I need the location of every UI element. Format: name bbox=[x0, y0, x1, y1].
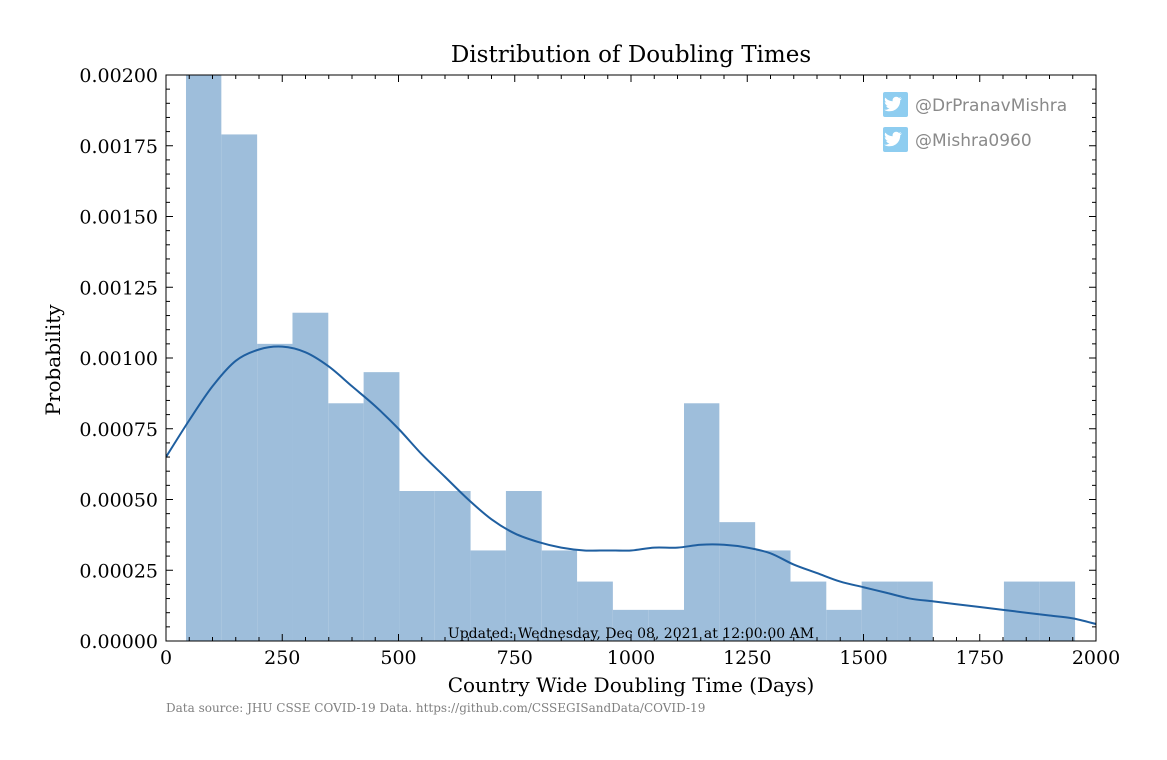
histogram-bar bbox=[363, 372, 400, 641]
handle-text: @DrPranavMishra bbox=[915, 96, 1067, 116]
y-tick-label: 0.00000 bbox=[79, 631, 158, 653]
kde-line bbox=[166, 345, 1096, 625]
x-tick-label: 0 bbox=[160, 647, 172, 669]
x-tick-label: 2000 bbox=[1072, 647, 1120, 669]
y-tick-label: 0.00100 bbox=[79, 348, 158, 370]
histogram-bar bbox=[185, 75, 222, 641]
histogram-bar bbox=[897, 581, 933, 641]
y-axis-label: Probability bbox=[41, 304, 65, 416]
twitter-icon bbox=[883, 127, 908, 152]
handle-2: @Mishra0960 bbox=[883, 127, 1032, 152]
y-tick-label: 0.00025 bbox=[79, 560, 158, 582]
handle-1: @DrPranavMishra bbox=[883, 92, 1067, 117]
histogram-bar bbox=[470, 550, 506, 641]
chart-title: Distribution of Doubling Times bbox=[451, 42, 811, 68]
histogram-bar bbox=[434, 491, 471, 641]
x-tick-label: 1250 bbox=[723, 647, 771, 669]
x-tick-label: 1500 bbox=[839, 647, 887, 669]
y-tick-label: 0.00075 bbox=[79, 419, 158, 441]
histogram-bar bbox=[399, 491, 435, 641]
twitter-icon bbox=[883, 92, 908, 117]
data-source-note: Data source: JHU CSSE COVID-19 Data. htt… bbox=[166, 701, 705, 715]
y-axis: 0.00000 0.00025 0.00050 0.00075 0.00100 0.001… bbox=[79, 65, 1096, 653]
histogram-bar bbox=[577, 581, 613, 641]
histogram-bar bbox=[790, 581, 827, 641]
x-tick-label: 1000 bbox=[607, 647, 655, 669]
histogram-bar bbox=[292, 312, 329, 641]
histogram-bars bbox=[185, 75, 1076, 641]
histogram-bar bbox=[648, 609, 685, 641]
y-tick-label: 0.00125 bbox=[79, 277, 158, 299]
handle-text: @Mishra0960 bbox=[915, 131, 1032, 151]
x-axis-label: Country Wide Doubling Time (Days) bbox=[448, 673, 815, 697]
updated-annotation: Updated: Wednesday, Dec 08, 2021 at 12:0… bbox=[448, 626, 814, 642]
histogram-bar bbox=[505, 491, 542, 641]
x-axis: 0 250 500 750 1000 1250 1500 1750 2000 bbox=[160, 75, 1120, 669]
histogram-bar bbox=[328, 403, 364, 641]
y-tick-label: 0.00150 bbox=[79, 207, 158, 229]
x-tick-label: 250 bbox=[264, 647, 300, 669]
histogram-bar bbox=[1039, 581, 1076, 641]
x-tick-label: 500 bbox=[380, 647, 416, 669]
histogram-bar bbox=[684, 403, 720, 641]
y-tick-label: 0.00050 bbox=[79, 490, 158, 512]
histogram-bar bbox=[755, 550, 791, 641]
y-tick-label: 0.00200 bbox=[79, 65, 158, 87]
x-tick-label: 1750 bbox=[956, 647, 1004, 669]
histogram-bar bbox=[257, 343, 293, 641]
x-tick-label: 750 bbox=[497, 647, 533, 669]
histogram-bar bbox=[826, 609, 862, 641]
histogram-bar bbox=[541, 550, 578, 641]
y-tick-label: 0.00175 bbox=[79, 136, 158, 158]
histogram-bar bbox=[719, 522, 756, 641]
histogram-bar bbox=[221, 134, 258, 641]
